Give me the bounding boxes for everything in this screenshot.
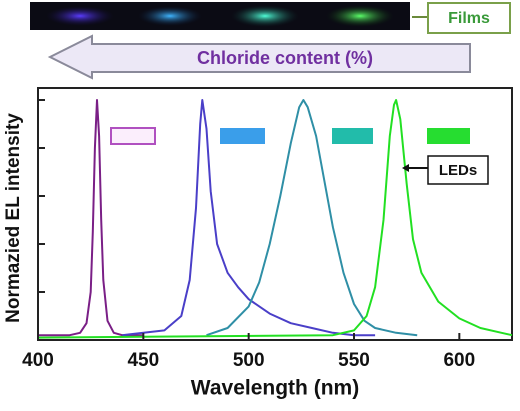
films-box xyxy=(427,2,511,34)
leds-label: LEDs xyxy=(439,162,477,179)
plot-frame xyxy=(37,87,513,341)
x-tick-label: 600 xyxy=(443,350,475,371)
films-label: Films xyxy=(448,10,490,27)
x-tick-label: 450 xyxy=(127,350,159,371)
x-tick-label: 400 xyxy=(22,350,54,371)
led-image xyxy=(220,128,265,144)
film xyxy=(231,5,299,27)
film xyxy=(326,5,394,27)
chloride-label: Chloride content (%) xyxy=(197,48,373,68)
led-image xyxy=(110,127,156,145)
spectrum-line xyxy=(206,99,418,337)
spectrum-line xyxy=(37,99,513,339)
leds-arrowhead xyxy=(402,164,409,172)
x-tick-label: 550 xyxy=(338,350,370,371)
spectrum-line xyxy=(38,99,144,337)
led-image xyxy=(427,128,470,144)
x-tick-label: 500 xyxy=(233,350,265,371)
y-axis-label: Normazied EL intensity xyxy=(3,113,24,323)
x-axis-label: Wavelength (nm) xyxy=(191,377,359,400)
plot-area xyxy=(37,99,513,339)
spectrum-line xyxy=(122,99,376,337)
film xyxy=(138,6,202,26)
film xyxy=(46,6,114,26)
led-image xyxy=(332,128,373,144)
leds-box xyxy=(427,155,489,185)
chloride-arrow xyxy=(47,34,471,80)
